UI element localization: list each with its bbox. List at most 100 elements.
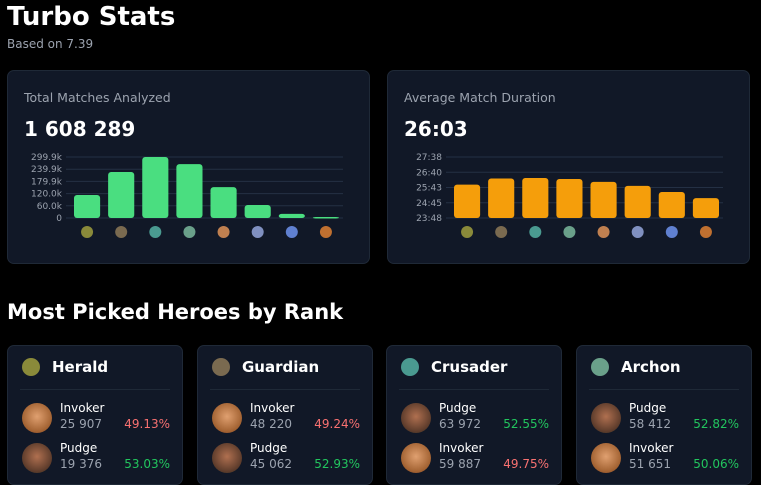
hero-name: Invoker	[250, 401, 295, 415]
patch-subtitle: Based on 7.39	[7, 37, 94, 51]
card-label: Total Matches Analyzed	[24, 90, 171, 105]
hero-card-archon: Archon Pudge 58 412 52.82% Invoker 51 651 50.0…	[576, 345, 752, 485]
rank-icon-immortal	[319, 226, 332, 238]
bar-archon[interactable]	[556, 179, 583, 218]
hero-row[interactable]: Invoker 51 651 50.06%	[591, 441, 739, 477]
hero-avatar	[212, 443, 242, 473]
y-tick-label: 23:48	[416, 214, 442, 224]
page-title: Turbo Stats	[7, 2, 176, 32]
rank-icon	[22, 358, 40, 376]
hero-row[interactable]: Pudge 19 376 53.03%	[22, 441, 170, 477]
hero-row[interactable]: Pudge 45 062 52.93%	[212, 441, 360, 477]
hero-row[interactable]: Invoker 48 220 49.24%	[212, 401, 360, 437]
section-title: Most Picked Heroes by Rank	[7, 300, 344, 324]
matches-chart: 0 60.0k 120.0k 179.9k 239.9k 299.9k	[31, 153, 343, 238]
bar-herald[interactable]	[454, 184, 481, 218]
match-count: 51 651	[629, 457, 671, 471]
bar-ancient[interactable]	[244, 204, 271, 218]
winrate: 50.06%	[693, 457, 739, 471]
rank-icon-divine	[285, 226, 298, 238]
rank-icon-ancient	[251, 226, 264, 238]
rank-icon-archon	[563, 226, 576, 238]
bar-ancient[interactable]	[624, 185, 651, 218]
rank-name: Guardian	[242, 358, 320, 376]
y-tick-label: 26:40	[416, 168, 442, 178]
rank-icon-crusader	[529, 226, 542, 238]
y-tick-label: 0	[56, 214, 62, 224]
hero-avatar	[22, 403, 52, 433]
hero-name: Invoker	[439, 441, 484, 455]
rank-name: Archon	[621, 358, 681, 376]
hero-avatar	[401, 443, 431, 473]
hero-name: Pudge	[250, 441, 288, 455]
rank-icon	[591, 358, 609, 376]
rank-icon-legend	[597, 226, 610, 238]
bar-crusader[interactable]	[522, 177, 549, 218]
bar-crusader[interactable]	[142, 156, 169, 218]
rank-icon-ancient	[631, 226, 644, 238]
y-tick-label: 27:38	[416, 153, 442, 163]
hero-avatar	[591, 443, 621, 473]
card-label: Average Match Duration	[404, 90, 556, 105]
rank-icon-legend	[217, 226, 230, 238]
rank-icon-immortal	[699, 226, 712, 238]
y-tick-label: 179.9k	[31, 177, 63, 187]
total-matches-card: Total Matches Analyzed 1 608 289 0 60.0k 1…	[7, 70, 370, 264]
hero-avatar	[22, 443, 52, 473]
match-count: 63 972	[439, 417, 481, 431]
hero-card-crusader: Crusader Pudge 63 972 52.55% Invoker 59 887 49…	[386, 345, 562, 485]
hero-row[interactable]: Invoker 25 907 49.13%	[22, 401, 170, 437]
hero-name: Invoker	[60, 401, 105, 415]
y-tick-label: 120.0k	[31, 190, 63, 200]
hero-name: Pudge	[629, 401, 667, 415]
match-count: 59 887	[439, 457, 481, 471]
y-tick-label: 299.9k	[31, 153, 63, 163]
match-count: 58 412	[629, 417, 671, 431]
divider	[399, 389, 549, 390]
rank-icon-divine	[665, 226, 678, 238]
y-tick-label: 24:45	[416, 199, 442, 209]
hero-name: Invoker	[629, 441, 674, 455]
bar-immortal[interactable]	[312, 216, 339, 219]
winrate: 52.55%	[503, 417, 549, 431]
rank-icon-guardian	[115, 226, 128, 238]
winrate: 52.93%	[314, 457, 360, 471]
hero-card-guardian: Guardian Invoker 48 220 49.24% Pudge 45 062 52…	[197, 345, 373, 485]
hero-row[interactable]: Pudge 63 972 52.55%	[401, 401, 549, 437]
winrate: 53.03%	[124, 457, 170, 471]
bar-legend[interactable]	[590, 181, 617, 218]
y-tick-label: 60.0k	[37, 202, 63, 212]
rank-name: Crusader	[431, 358, 508, 376]
match-count: 45 062	[250, 457, 292, 471]
rank-icon-archon	[183, 226, 196, 238]
rank-icon-herald	[461, 226, 474, 238]
bar-guardian[interactable]	[488, 178, 515, 218]
winrate: 49.75%	[503, 457, 549, 471]
y-tick-label: 239.9k	[31, 165, 63, 175]
hero-avatar	[591, 403, 621, 433]
divider	[20, 389, 170, 390]
match-count: 25 907	[60, 417, 102, 431]
card-value: 26:03	[404, 117, 468, 141]
rank-icon	[401, 358, 419, 376]
card-value: 1 608 289	[24, 117, 136, 141]
bar-divine[interactable]	[278, 213, 305, 218]
hero-avatar	[401, 403, 431, 433]
bar-herald[interactable]	[74, 195, 101, 218]
rank-icon-guardian	[495, 226, 508, 238]
rank-icon-herald	[81, 226, 94, 238]
duration-card: Average Match Duration 26:03 23:48 24:45 2…	[387, 70, 750, 264]
bar-legend[interactable]	[210, 187, 237, 218]
hero-row[interactable]: Pudge 58 412 52.82%	[591, 401, 739, 437]
bar-immortal[interactable]	[692, 198, 719, 218]
bar-guardian[interactable]	[108, 172, 135, 218]
bar-divine[interactable]	[658, 192, 685, 218]
y-tick-label: 25:43	[416, 184, 442, 194]
duration-chart: 23:48 24:45 25:43 26:40 27:38	[416, 153, 723, 238]
hero-name: Pudge	[60, 441, 98, 455]
match-count: 19 376	[60, 457, 102, 471]
hero-row[interactable]: Invoker 59 887 49.75%	[401, 441, 549, 477]
winrate: 49.13%	[124, 417, 170, 431]
match-count: 48 220	[250, 417, 292, 431]
bar-archon[interactable]	[176, 164, 203, 218]
